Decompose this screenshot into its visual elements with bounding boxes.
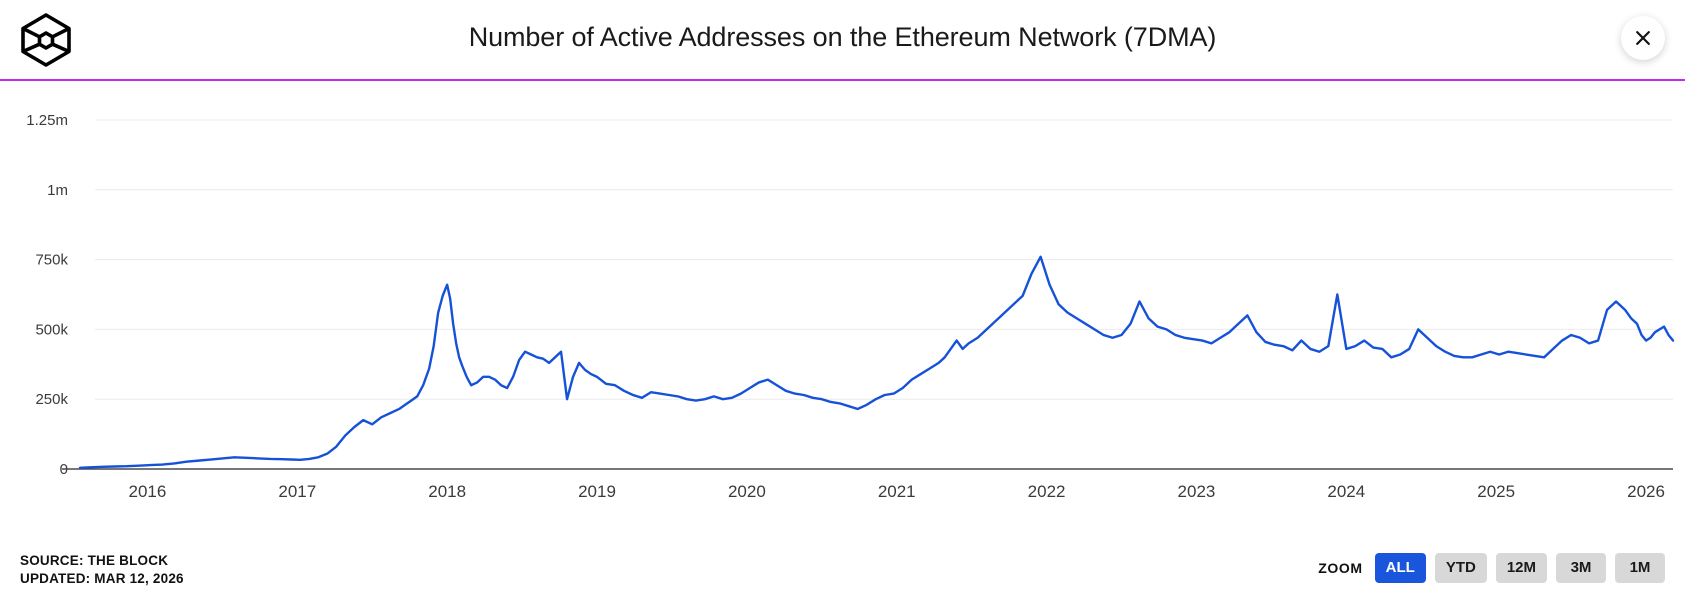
zoom-control-group: ZOOM ALL YTD 12M 3M 1M — [1318, 553, 1665, 583]
chart-plot-region[interactable]: 0250k500k750k1m1.25m 2016201720182019202… — [0, 81, 1685, 533]
zoom-button-ytd[interactable]: YTD — [1434, 553, 1487, 583]
x-axis-tick-label: 2017 — [278, 482, 316, 501]
x-axis-tick-label: 2024 — [1327, 482, 1365, 501]
x-axis-tick-label: 2019 — [578, 482, 616, 501]
x-axis-tick-labels: 2016 2017 2018 2019 2020 2021 2022 2023 2024 2025… — [129, 482, 1665, 501]
y-axis-tick-label: 1m — [47, 182, 68, 199]
gridlines — [95, 119, 1673, 400]
zoom-button-1m[interactable]: 1M — [1615, 553, 1665, 583]
y-axis-tick-label: 750k — [35, 252, 68, 269]
y-axis-tick-labels: 0250k500k750k1m1.25m — [26, 112, 68, 478]
x-axis-tick-label: 2025 — [1477, 482, 1515, 501]
zoom-button-3m[interactable]: 3M — [1556, 553, 1606, 583]
updated-line: UPDATED: MAR 12, 2026 — [20, 571, 184, 586]
series-line-active-addresses — [78, 255, 1675, 470]
the-block-cube-logo-icon — [18, 12, 74, 68]
source-line: SOURCE: THE BLOCK — [20, 553, 169, 568]
x-axis-tick-label: 2023 — [1178, 482, 1216, 501]
close-button[interactable] — [1621, 16, 1665, 60]
x-axis-tick-label: 2021 — [878, 482, 916, 501]
line-chart: 0250k500k750k1m1.25m 2016201720182019202… — [26, 112, 1675, 501]
y-axis-tick-label: 500k — [35, 321, 68, 338]
x-axis-tick-label: 2026 — [1627, 482, 1665, 501]
y-axis-tick-label: 1.25m — [26, 112, 68, 129]
zoom-button-12m[interactable]: 12M — [1495, 553, 1547, 583]
page-title: Number of Active Addresses on the Ethere… — [468, 22, 1217, 52]
x-axis-tick-label: 2016 — [129, 482, 167, 501]
close-icon — [1633, 28, 1653, 48]
chart-footer: SOURCE: THE BLOCK UPDATED: MAR 12, 2026 … — [0, 533, 1685, 603]
chart-header: Number of Active Addresses on the Ethere… — [0, 0, 1685, 81]
source-attribution: SOURCE: THE BLOCK UPDATED: MAR 12, 2026 — [20, 552, 184, 588]
header-divider — [0, 79, 1685, 81]
x-axis-tick-label: 2022 — [1028, 482, 1066, 501]
x-axis-tick-label: 2020 — [728, 482, 766, 501]
zoom-label: ZOOM — [1318, 560, 1363, 576]
y-axis-tick-label: 250k — [35, 391, 68, 408]
x-axis-tick-label: 2018 — [428, 482, 466, 501]
zoom-button-all[interactable]: ALL — [1374, 553, 1426, 583]
